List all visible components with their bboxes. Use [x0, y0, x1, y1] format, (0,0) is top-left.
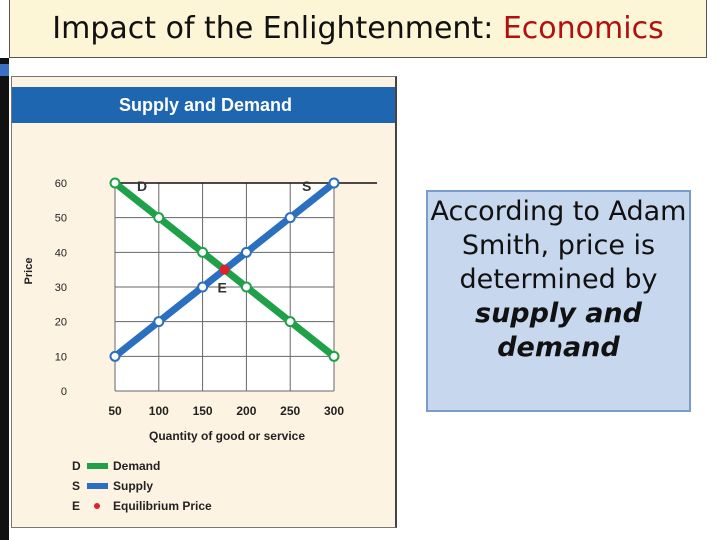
supply-point	[284, 212, 296, 224]
supply-curve-letter: S	[302, 178, 311, 194]
legend-letter: E	[72, 499, 80, 513]
chart-title: Supply and Demand	[119, 95, 293, 115]
left-decorative-strip	[0, 58, 9, 540]
legend-label: Equilibrium Price	[113, 499, 212, 513]
supply-point	[153, 316, 165, 328]
supply-point	[197, 281, 209, 293]
demand-point	[197, 246, 209, 258]
equilibrium-letter: E	[218, 280, 227, 296]
strip-accent	[0, 64, 9, 76]
note-body: According to Adam Smith, price is determ…	[430, 196, 687, 295]
demand-point	[240, 281, 252, 293]
y-axis-label: Price	[23, 258, 35, 285]
x-tick-label: 50	[108, 404, 122, 418]
slide-title: Impact of the Enlightenment: Economics	[52, 11, 663, 46]
slide-title-accent: Economics	[502, 11, 664, 46]
slide-title-main: Impact of the Enlightenment:	[52, 11, 503, 46]
y-tick-label: 40	[55, 247, 67, 259]
y-tick-label: 30	[55, 282, 67, 294]
x-tick-label: 150	[193, 404, 213, 418]
y-tick-label: 20	[55, 317, 67, 329]
y-tick-label: 60	[55, 178, 67, 190]
x-axis-label: Quantity of good or service	[149, 429, 305, 443]
y-tick-label: 50	[55, 213, 67, 225]
chart-panel: Supply and Demand 0 10 20 30 40 50 60 50 100 150 2…	[11, 76, 397, 528]
legend-label: Demand	[113, 459, 160, 473]
legend-letter: D	[72, 459, 81, 473]
legend-swatch-equilibrium	[94, 503, 100, 509]
chart-header: Supply and Demand	[12, 87, 395, 123]
note-emphasis: supply and demand	[475, 298, 642, 363]
demand-point	[109, 177, 121, 189]
equilibrium-point	[219, 264, 230, 275]
demand-point	[153, 212, 165, 224]
adam-smith-note: According to Adam Smith, price is determ…	[426, 190, 691, 412]
supply-point	[328, 177, 340, 189]
legend-letter: S	[72, 479, 80, 493]
y-tick-label: 0	[61, 386, 67, 398]
supply-point	[109, 350, 121, 362]
supply-demand-plot: 0 10 20 30 40 50 60 50 100 150 200 250 300 Price Quant…	[23, 177, 377, 513]
supply-point	[240, 246, 252, 258]
demand-curve-letter: D	[137, 178, 147, 194]
x-tick-label: 200	[236, 404, 256, 418]
slide-title-bar: Impact of the Enlightenment: Economics	[9, 0, 707, 58]
x-tick-label: 300	[324, 404, 344, 418]
y-tick-label: 10	[55, 351, 67, 363]
x-tick-label: 100	[149, 404, 169, 418]
demand-point	[328, 350, 340, 362]
x-tick-label: 250	[280, 404, 300, 418]
demand-point	[284, 316, 296, 328]
legend-label: Supply	[113, 479, 153, 493]
